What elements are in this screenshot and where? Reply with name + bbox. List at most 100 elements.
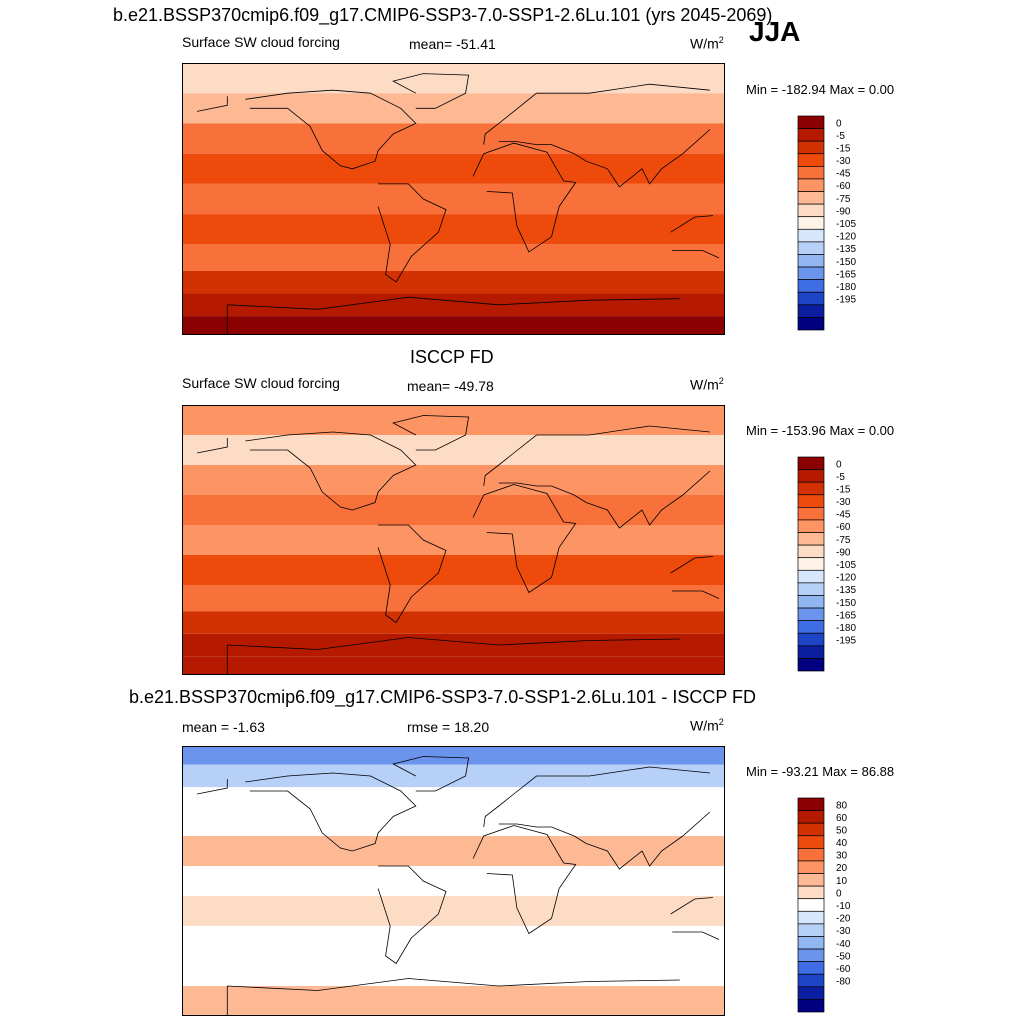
coastline — [245, 772, 417, 852]
colorbar-box — [797, 936, 825, 950]
colorbar-box — [797, 632, 825, 647]
colorbar-box — [797, 898, 825, 912]
colorbar-tick-label: 40 — [836, 838, 848, 849]
panel1-units: W/m2 — [690, 35, 724, 52]
panel2-minmax: Min = -153.96 Max = 0.00 — [746, 423, 895, 438]
colorbar-box — [797, 961, 825, 975]
colorbar-tick-label: -90 — [836, 547, 851, 558]
coastline — [245, 431, 417, 511]
lat-band — [182, 123, 725, 154]
lat-band — [182, 316, 725, 335]
colorbar-tick-label: -105 — [836, 560, 856, 571]
panel1-minmax: Min = -182.94 Max = 0.00 — [746, 82, 895, 97]
coastline — [197, 425, 711, 529]
colorbar-box — [797, 254, 825, 268]
colorbar-tick-label: 0 — [836, 459, 842, 470]
panel2-heading: ISCCP FD — [410, 347, 494, 367]
colorbar-box — [797, 986, 825, 1000]
colorbar-tick-label: -195 — [836, 636, 856, 647]
colorbar-tick-label: 0 — [836, 118, 842, 129]
colorbar-tick-label: -75 — [836, 194, 851, 205]
coastline — [670, 215, 720, 259]
coastline — [392, 756, 470, 792]
colorbar-box — [797, 203, 825, 218]
panel3-minmax: Min = -93.21 Max = 86.88 — [746, 764, 895, 779]
colorbar-box — [797, 885, 825, 900]
colorbar-tick-label: -45 — [836, 510, 851, 521]
lat-band — [182, 787, 725, 810]
lat-band — [182, 656, 725, 675]
lat-band — [182, 764, 725, 788]
colorbar-box — [797, 494, 825, 508]
colorbar-box — [797, 810, 825, 824]
lat-band — [182, 63, 725, 94]
panel2-left-label: Surface SW cloud forcing — [182, 375, 340, 391]
colorbar-tick-label: -120 — [836, 232, 856, 243]
panel2-mean-label: mean= -49.78 — [407, 378, 494, 394]
lat-band — [182, 956, 725, 986]
colorbar-box — [797, 557, 825, 571]
colorbar-box — [797, 507, 825, 521]
colorbar-tick-label: -75 — [836, 535, 851, 546]
colorbar-box — [797, 658, 825, 672]
coastline — [472, 825, 577, 935]
colorbar-tick-label: -60 — [836, 181, 851, 192]
coastline — [245, 89, 417, 170]
colorbar-box — [797, 973, 825, 988]
map-frame — [182, 746, 725, 1016]
colorbar-tick-label: -105 — [836, 219, 856, 230]
map-frame — [182, 63, 725, 335]
colorbar-tick-label: -135 — [836, 244, 856, 255]
season-label: JJA — [749, 16, 801, 47]
colorbar-box — [797, 822, 825, 837]
colorbar-box — [797, 595, 825, 609]
coastline — [392, 73, 470, 109]
coastline — [392, 415, 470, 451]
colorbar-box — [797, 166, 825, 180]
coastline — [377, 865, 447, 965]
colorbar-box — [797, 115, 825, 129]
colorbar-box — [797, 469, 825, 483]
colorbar-tick-label: -5 — [836, 131, 845, 142]
lat-band — [182, 986, 725, 1016]
colorbar-tick-label: -80 — [836, 977, 851, 988]
colorbar-tick-label: -150 — [836, 257, 856, 268]
colorbar-box — [797, 266, 825, 280]
colorbar-tick-label: -50 — [836, 951, 851, 962]
colorbar-tick-label: -10 — [836, 901, 851, 912]
colorbar-tick-label: -135 — [836, 585, 856, 596]
colorbar-box — [797, 216, 825, 230]
colorbar-box — [797, 532, 825, 546]
coastline — [377, 524, 447, 624]
colorbar-panel-1: 0 -5-15 -30 -45-60 -75-90 -105 -120-135 -150-16… — [797, 115, 856, 331]
colorbar-tick-label: 80 — [836, 800, 848, 811]
lat-band — [182, 585, 725, 612]
colorbar-box — [797, 544, 825, 559]
colorbar-box — [797, 999, 825, 1013]
panel3-mean-label: mean = -1.63 — [182, 719, 265, 735]
colorbar-box — [797, 797, 825, 811]
colorbar-box — [797, 140, 825, 155]
lat-band — [182, 746, 725, 765]
panel3-units: W/m2 — [690, 717, 724, 734]
colorbar-box — [797, 191, 825, 205]
colorbar-box — [797, 910, 825, 925]
colorbar-box — [797, 317, 825, 331]
colorbar-tick-label: -60 — [836, 522, 851, 533]
panel3-rmse-label: rmse = 18.20 — [407, 719, 490, 735]
colorbar-box — [797, 620, 825, 634]
colorbar-box — [797, 456, 825, 470]
lat-band — [182, 633, 725, 657]
colorbar-box — [797, 873, 825, 887]
panel2-units: W/m2 — [690, 376, 724, 393]
colorbar-tick-label: -15 — [836, 484, 851, 495]
colorbar-tick-label: -45 — [836, 169, 851, 180]
colorbar-tick-label: -30 — [836, 156, 851, 167]
lat-band — [182, 214, 725, 245]
colorbar-tick-label: -5 — [836, 472, 845, 483]
colorbar-tick-label: 20 — [836, 863, 848, 874]
lat-band — [182, 244, 725, 271]
panel1-left-label: Surface SW cloud forcing — [182, 34, 340, 50]
colorbar-tick-label: -15 — [836, 143, 851, 154]
